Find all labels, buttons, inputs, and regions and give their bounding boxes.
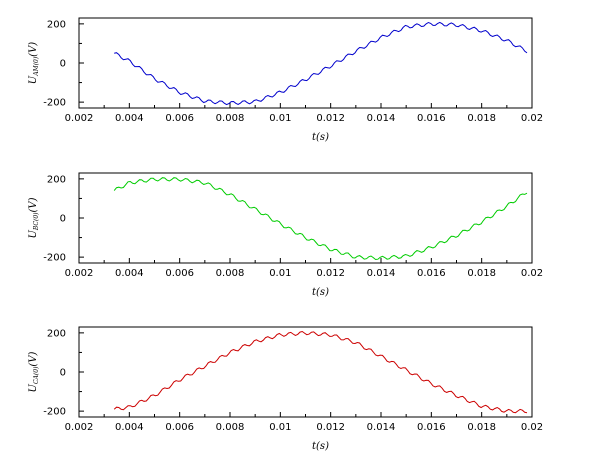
x-tick-label: 0.012 (316, 113, 345, 124)
x-tick-label: 0.006 (165, 113, 194, 124)
chart-middle: 0.002 0.004 0.006 0.008 0.01 0.012 0.014 0.016 0… (28, 172, 543, 298)
x-tick-label: 0.002 (65, 422, 94, 433)
x-tick-label: 0.01 (269, 268, 291, 279)
series-line (114, 21, 528, 106)
x-axis-label: t(s) (312, 287, 329, 298)
x-tick-label: 0.008 (216, 113, 245, 124)
y-tick-label: 0 (60, 59, 66, 70)
chart-top: 0.002 0.004 0.006 0.008 0.01 0.012 0.014 0.016 0… (28, 17, 543, 143)
chart-bottom: 0.002 0.004 0.006 0.008 0.01 0.012 0.014 0.016 0… (28, 326, 543, 452)
x-tick-label: 0.008 (216, 268, 245, 279)
y-tick-label: -200 (43, 98, 66, 109)
x-tick-label: 0.018 (467, 268, 496, 279)
x-tick-label: 0.006 (165, 422, 194, 433)
y-axis-label: UCA(0)(V) (28, 351, 40, 392)
x-tick-label: 0.004 (115, 422, 144, 433)
x-tick-label: 0.014 (367, 113, 396, 124)
x-tick-label: 0.014 (367, 268, 396, 279)
x-axis-label: t(s) (312, 132, 329, 143)
x-tick-label: 0.02 (521, 113, 543, 124)
y-tick-label: 200 (47, 19, 66, 30)
x-tick-label: 0.016 (417, 113, 446, 124)
plot-frame (78, 326, 533, 418)
x-tick-label: 0.002 (65, 113, 94, 124)
series-line (113, 177, 528, 261)
x-tick-label: 0.012 (316, 422, 345, 433)
y-tick-label: 0 (60, 214, 66, 225)
x-axis-label: t(s) (312, 441, 329, 452)
y-axis-label: UAM(0)(V) (28, 42, 40, 85)
x-tick-label: 0.014 (367, 422, 396, 433)
x-tick-label: 0.004 (115, 113, 144, 124)
x-tick-label: 0.006 (165, 268, 194, 279)
x-tick-label: 0.018 (467, 113, 496, 124)
y-tick-label: 0 (60, 368, 66, 379)
x-tick-label: 0.02 (521, 268, 543, 279)
x-tick-label: 0.008 (216, 422, 245, 433)
x-tick-label: 0.02 (521, 422, 543, 433)
x-tick-label: 0.002 (65, 268, 94, 279)
x-tick-label: 0.01 (269, 422, 291, 433)
y-tick-label: -200 (43, 407, 66, 418)
x-tick-label: 0.016 (417, 422, 446, 433)
x-tick-label: 0.018 (467, 422, 496, 433)
series-line (113, 330, 528, 414)
x-tick-label: 0.01 (269, 113, 291, 124)
x-tick-label: 0.012 (316, 268, 345, 279)
x-tick-label: 0.004 (115, 268, 144, 279)
y-tick-label: 200 (47, 174, 66, 185)
plot-frame (78, 172, 533, 264)
plot-frame (78, 17, 533, 109)
y-tick-label: 200 (47, 328, 66, 339)
y-axis-label: UBC(0)(V) (28, 197, 40, 238)
y-tick-label: -200 (43, 253, 66, 264)
x-tick-label: 0.016 (417, 268, 446, 279)
